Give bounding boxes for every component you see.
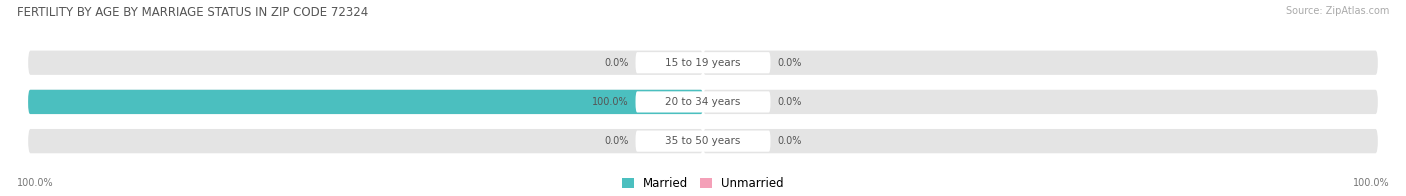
FancyBboxPatch shape bbox=[636, 131, 770, 152]
Text: 0.0%: 0.0% bbox=[778, 136, 801, 146]
Text: 15 to 19 years: 15 to 19 years bbox=[665, 58, 741, 68]
Text: 0.0%: 0.0% bbox=[778, 97, 801, 107]
Legend: Married, Unmarried: Married, Unmarried bbox=[621, 177, 785, 190]
Text: 100.0%: 100.0% bbox=[1353, 178, 1389, 188]
Text: 0.0%: 0.0% bbox=[778, 58, 801, 68]
Text: Source: ZipAtlas.com: Source: ZipAtlas.com bbox=[1285, 6, 1389, 16]
FancyBboxPatch shape bbox=[28, 129, 703, 153]
FancyBboxPatch shape bbox=[703, 90, 1378, 114]
FancyBboxPatch shape bbox=[703, 129, 1378, 153]
Text: 20 to 34 years: 20 to 34 years bbox=[665, 97, 741, 107]
FancyBboxPatch shape bbox=[636, 91, 770, 113]
FancyBboxPatch shape bbox=[28, 90, 703, 114]
Text: 35 to 50 years: 35 to 50 years bbox=[665, 136, 741, 146]
FancyBboxPatch shape bbox=[703, 51, 1378, 75]
FancyBboxPatch shape bbox=[28, 90, 703, 114]
FancyBboxPatch shape bbox=[636, 52, 770, 73]
Text: 0.0%: 0.0% bbox=[605, 58, 628, 68]
Text: 100.0%: 100.0% bbox=[592, 97, 628, 107]
FancyBboxPatch shape bbox=[28, 51, 703, 75]
Text: 100.0%: 100.0% bbox=[17, 178, 53, 188]
Text: 0.0%: 0.0% bbox=[605, 136, 628, 146]
Text: FERTILITY BY AGE BY MARRIAGE STATUS IN ZIP CODE 72324: FERTILITY BY AGE BY MARRIAGE STATUS IN Z… bbox=[17, 6, 368, 19]
